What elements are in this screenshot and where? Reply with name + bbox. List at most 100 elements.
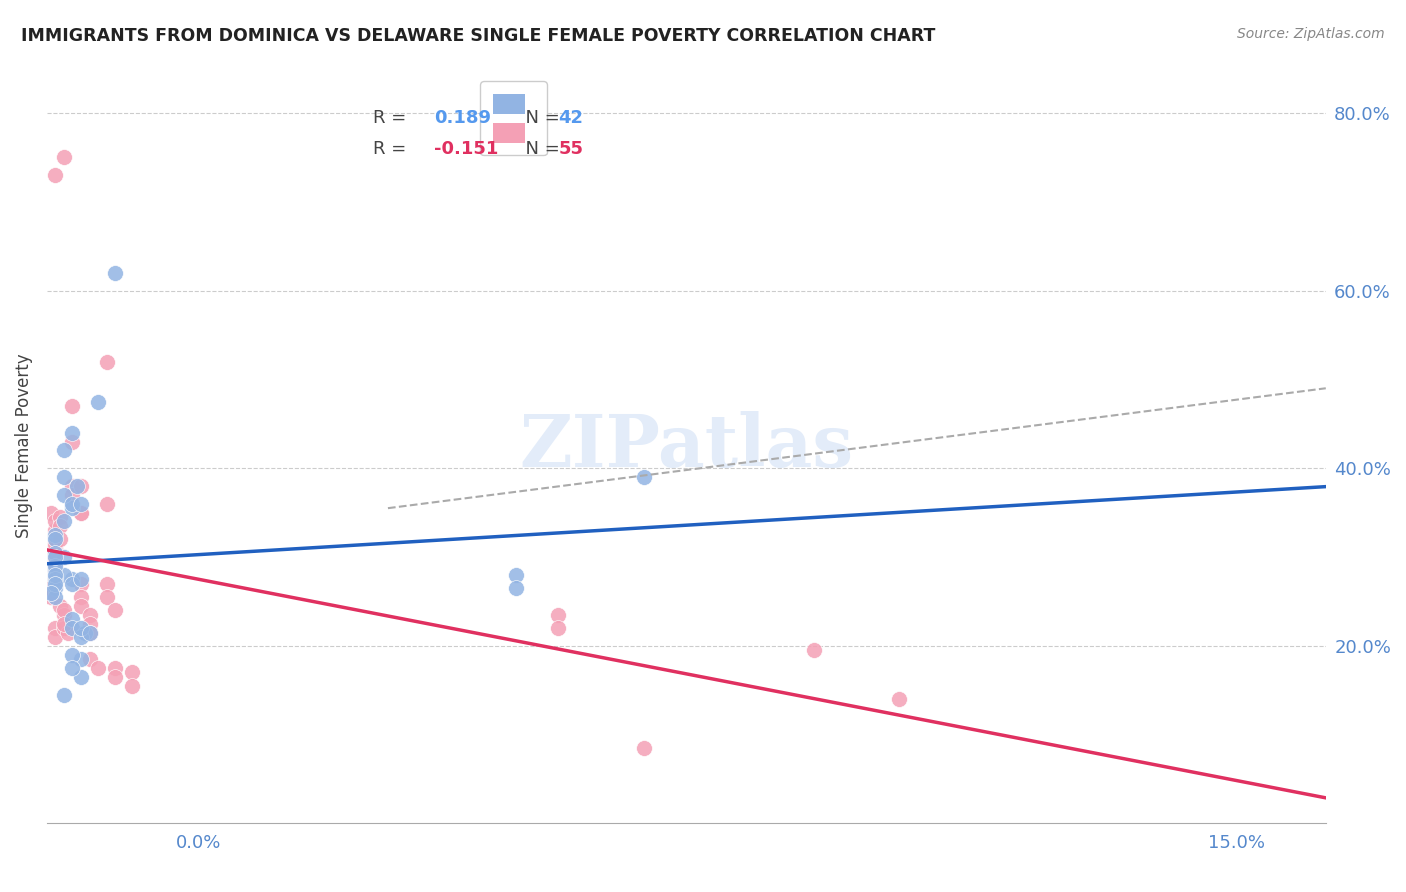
Point xyxy=(44,537,66,551)
Point xyxy=(44,576,66,591)
Point xyxy=(70,506,93,520)
Point xyxy=(44,533,66,547)
Point xyxy=(87,394,110,409)
Point xyxy=(62,648,84,662)
Point xyxy=(70,670,93,684)
Point xyxy=(52,616,75,631)
Point xyxy=(48,533,70,547)
Point xyxy=(62,621,84,635)
Point xyxy=(62,479,84,493)
Point xyxy=(52,488,75,502)
Point xyxy=(39,506,62,520)
Text: -0.151: -0.151 xyxy=(434,140,499,158)
Point xyxy=(70,590,93,604)
Point xyxy=(48,510,70,524)
Point xyxy=(44,524,66,538)
Text: N =: N = xyxy=(513,140,565,158)
Text: Source: ZipAtlas.com: Source: ZipAtlas.com xyxy=(1237,27,1385,41)
Point xyxy=(52,549,75,564)
Point xyxy=(96,354,118,368)
Point xyxy=(52,603,75,617)
Point xyxy=(62,425,84,440)
Point xyxy=(104,661,127,675)
Text: 0.0%: 0.0% xyxy=(176,834,221,852)
Text: 0.189: 0.189 xyxy=(434,110,491,128)
Point xyxy=(889,692,911,706)
Point xyxy=(44,590,66,604)
Point xyxy=(633,741,655,756)
Point xyxy=(44,549,66,564)
Text: ZIPatlas: ZIPatlas xyxy=(519,410,853,482)
Point xyxy=(62,572,84,586)
Text: N =: N = xyxy=(513,110,565,128)
Text: R =: R = xyxy=(373,110,412,128)
Text: IMMIGRANTS FROM DOMINICA VS DELAWARE SINGLE FEMALE POVERTY CORRELATION CHART: IMMIGRANTS FROM DOMINICA VS DELAWARE SIN… xyxy=(21,27,935,45)
Point xyxy=(96,576,118,591)
Text: 15.0%: 15.0% xyxy=(1208,834,1265,852)
Point xyxy=(87,661,110,675)
Point xyxy=(44,558,66,573)
Point xyxy=(633,470,655,484)
Point xyxy=(52,515,75,529)
Point xyxy=(79,625,101,640)
Point xyxy=(52,470,75,484)
Point xyxy=(505,581,527,595)
Point xyxy=(44,549,66,564)
Point xyxy=(121,665,143,680)
Point xyxy=(44,572,66,586)
Point xyxy=(75,625,97,640)
Point xyxy=(44,563,66,577)
Point xyxy=(70,506,93,520)
Point xyxy=(44,554,66,568)
Text: 55: 55 xyxy=(558,140,583,158)
Point xyxy=(58,625,80,640)
Point xyxy=(52,443,75,458)
Point xyxy=(70,576,93,591)
Point xyxy=(96,590,118,604)
Point xyxy=(52,688,75,702)
Point xyxy=(104,603,127,617)
Y-axis label: Single Female Poverty: Single Female Poverty xyxy=(15,354,32,538)
Point xyxy=(547,621,569,635)
Point xyxy=(62,576,84,591)
Point xyxy=(70,572,93,586)
Point xyxy=(44,168,66,182)
Point xyxy=(96,497,118,511)
Point xyxy=(62,434,84,449)
Point xyxy=(547,607,569,622)
Point xyxy=(62,488,84,502)
Point xyxy=(104,670,127,684)
Point xyxy=(39,581,62,595)
Point xyxy=(52,567,75,582)
Point xyxy=(39,590,62,604)
Point xyxy=(44,572,66,586)
Point xyxy=(44,515,66,529)
Point xyxy=(48,599,70,613)
Point xyxy=(70,497,93,511)
Point xyxy=(52,607,75,622)
Point xyxy=(62,612,84,626)
Point xyxy=(70,479,93,493)
Point xyxy=(39,585,62,599)
Point xyxy=(44,541,66,556)
Point xyxy=(803,643,825,657)
Text: 42: 42 xyxy=(558,110,583,128)
Point xyxy=(66,479,89,493)
Point xyxy=(104,266,127,280)
Text: R =: R = xyxy=(373,140,412,158)
Point xyxy=(44,621,66,635)
Point xyxy=(52,150,75,164)
Point xyxy=(70,599,93,613)
Point xyxy=(44,545,66,559)
Point xyxy=(62,497,84,511)
Point xyxy=(44,545,66,559)
Point xyxy=(62,501,84,516)
Point xyxy=(44,567,66,582)
Point xyxy=(62,399,84,413)
Point xyxy=(79,625,101,640)
Point xyxy=(52,621,75,635)
Point xyxy=(79,652,101,666)
Point xyxy=(62,661,84,675)
Point xyxy=(70,630,93,644)
Point xyxy=(79,616,101,631)
